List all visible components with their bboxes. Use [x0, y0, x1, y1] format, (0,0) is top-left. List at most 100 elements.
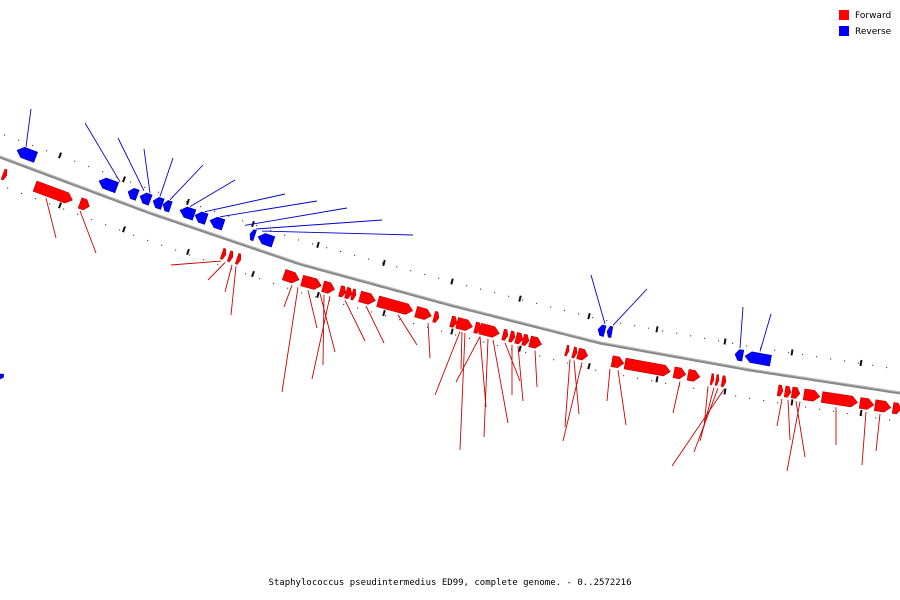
minor-tick-upper — [242, 220, 244, 222]
forward-gene-arrow — [802, 388, 821, 402]
tick-mark-lower — [316, 291, 320, 299]
legend-swatch-forward — [839, 10, 849, 20]
forward-gene-arrow — [32, 180, 73, 204]
forward-gene-arrow — [790, 386, 801, 399]
tick-mark-lower — [450, 328, 454, 335]
minor-tick-lower — [651, 380, 653, 382]
minor-tick-upper — [466, 285, 468, 287]
minor-tick-lower — [21, 192, 23, 194]
minor-tick-upper — [340, 250, 342, 253]
minor-tick-upper — [620, 322, 622, 324]
minor-tick-lower — [217, 263, 219, 265]
forward-label-leader — [459, 332, 466, 451]
minor-tick-upper — [592, 317, 594, 319]
forward-label-leader — [79, 210, 97, 254]
minor-tick-lower — [301, 292, 303, 294]
legend: Forward Reverse — [839, 10, 892, 37]
minor-tick-upper — [578, 313, 580, 315]
reverse-label-leader — [159, 157, 174, 197]
minor-tick-lower — [889, 419, 891, 421]
reverse-gene-arrow — [16, 146, 38, 163]
forward-label-leader — [319, 293, 336, 353]
minor-tick-lower — [161, 244, 163, 246]
forward-gene-arrow — [234, 253, 242, 265]
reverse-label-leader — [219, 200, 318, 218]
minor-tick-upper — [186, 201, 188, 203]
forward-label-leader — [504, 342, 521, 382]
forward-gene-arrow — [576, 347, 589, 361]
minor-tick-lower — [231, 268, 233, 270]
forward-label-leader — [224, 264, 233, 293]
minor-tick-upper — [508, 295, 510, 297]
tick-mark — [122, 176, 126, 183]
minor-tick-upper — [480, 288, 482, 290]
forward-gene-arrow — [528, 335, 542, 349]
forward-gene-arrow — [714, 374, 720, 386]
tick-mark-lower — [723, 388, 727, 395]
forward-label-leader — [617, 370, 627, 426]
forward-gene-arrow — [338, 285, 347, 298]
forward-gene-arrow — [281, 269, 300, 284]
reverse-gene-arrow — [162, 200, 173, 213]
forward-gene-arrow — [891, 402, 900, 415]
tick-mark-lower — [655, 376, 659, 383]
forward-gene-arrow — [672, 366, 687, 380]
forward-gene-arrow — [432, 310, 440, 323]
forward-label-leader — [455, 336, 481, 383]
minor-tick-lower — [399, 319, 401, 321]
minor-tick-lower — [371, 311, 373, 313]
reverse-label-leader — [244, 207, 348, 226]
minor-tick-lower — [203, 259, 205, 261]
forward-gene-arrow — [219, 247, 227, 260]
minor-tick-lower — [329, 299, 331, 302]
minor-tick-upper — [732, 342, 734, 344]
forward-gene-arrow — [449, 315, 458, 328]
minor-tick-lower — [819, 408, 821, 410]
major-ticks-layer — [58, 152, 863, 417]
minor-tick-upper — [396, 266, 398, 268]
tick-mark — [186, 198, 190, 206]
legend-label-reverse: Reverse — [855, 27, 892, 37]
minor-tick-upper — [438, 277, 440, 279]
reverse-label-leader — [84, 122, 121, 183]
minor-tick-lower — [133, 234, 135, 236]
minor-tick-lower — [7, 187, 9, 189]
forward-label-leader — [281, 287, 299, 393]
forward-gene-arrow — [300, 274, 322, 290]
forward-label-leader — [573, 360, 580, 415]
forward-gene-arrow — [455, 317, 473, 331]
minor-tick-upper — [32, 144, 34, 147]
tick-mark-lower — [859, 409, 863, 417]
forward-gene-arrow — [776, 384, 784, 397]
minor-tick-lower — [147, 239, 149, 242]
reverse-label-leader — [169, 164, 204, 201]
forward-gene-arrow — [820, 391, 858, 408]
forward-label-leader — [479, 336, 487, 408]
minor-tick-lower — [245, 273, 247, 275]
reverse-label-leader — [739, 306, 744, 349]
forward-gene-arrow — [358, 290, 376, 305]
tick-mark — [790, 349, 794, 356]
minor-tick-lower — [63, 208, 65, 210]
forward-label-leader — [606, 368, 611, 402]
minor-tick-upper — [102, 171, 104, 173]
minor-tick-lower — [455, 334, 457, 336]
tick-mark — [587, 313, 591, 320]
minor-tick-upper — [788, 351, 790, 353]
forward-gene-arrow — [350, 288, 357, 301]
minor-tick-lower — [539, 355, 541, 357]
forward-label-leader — [671, 389, 725, 467]
minor-tick-upper — [536, 302, 538, 304]
minor-tick-upper — [648, 327, 650, 329]
minor-tick-lower — [679, 385, 681, 387]
forward-label-leader — [45, 198, 57, 239]
minor-tick-upper — [354, 254, 356, 256]
tick-mark — [859, 359, 863, 367]
reverse-gene-arrow — [139, 192, 153, 206]
forward-label-leader — [397, 314, 418, 346]
minor-tick-upper — [564, 309, 566, 312]
forward-gene-arrow — [610, 355, 625, 369]
minor-tick-lower — [553, 359, 555, 361]
forward-label-leader — [230, 266, 237, 316]
forward-gene-arrow — [321, 280, 335, 294]
